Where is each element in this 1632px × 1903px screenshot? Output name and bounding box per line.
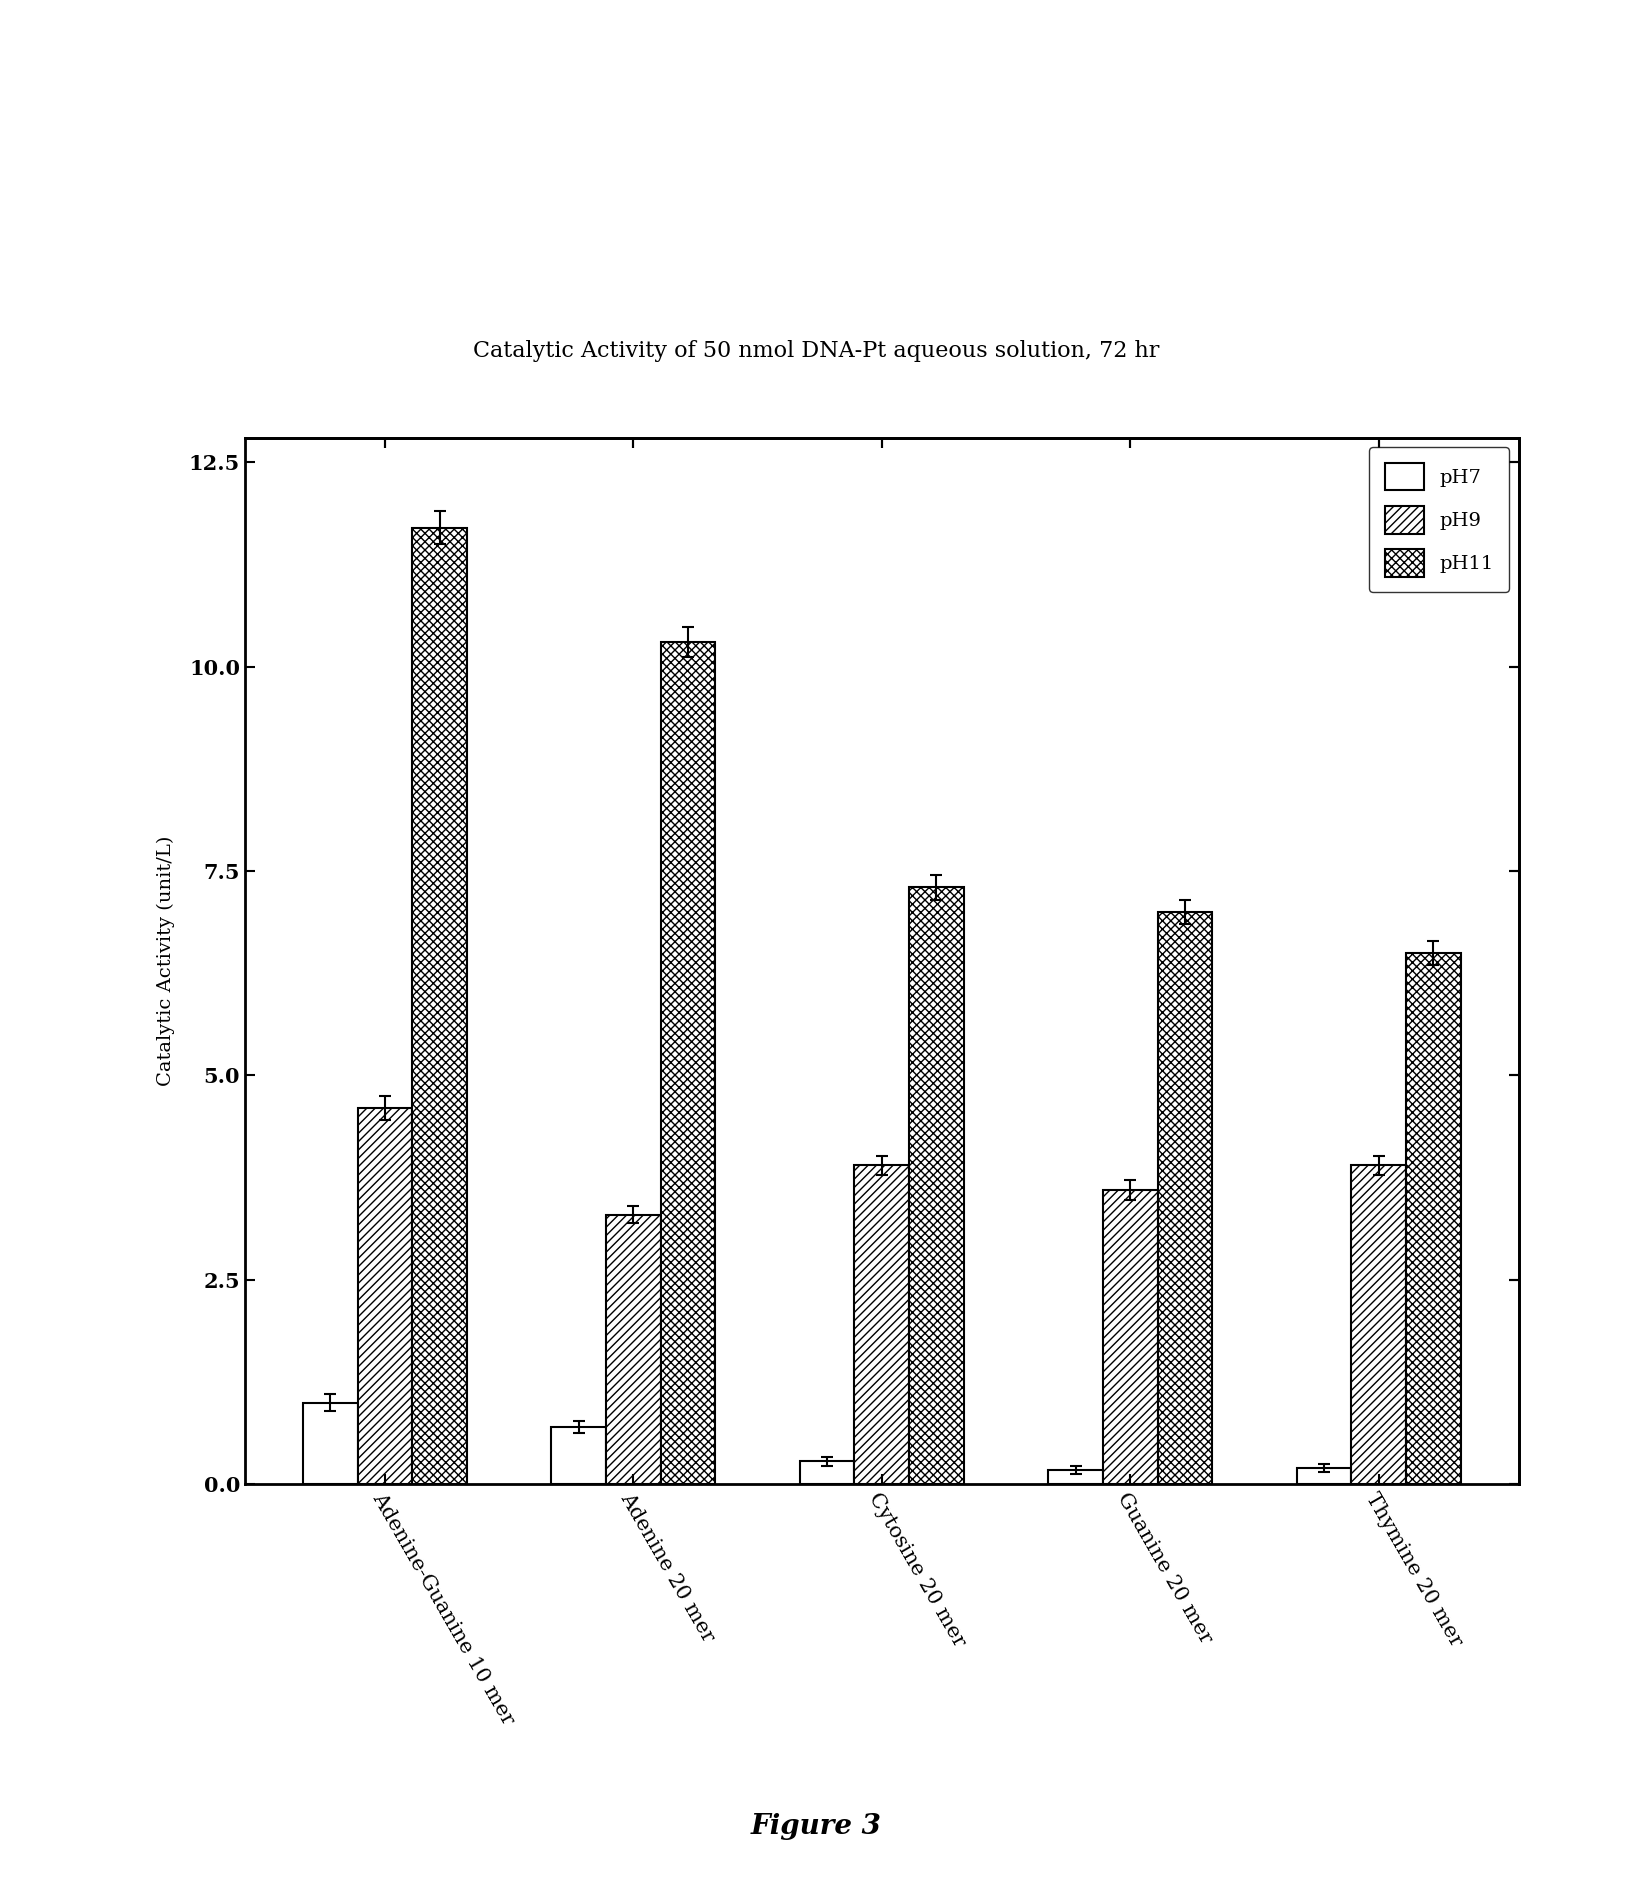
Bar xyxy=(1351,1165,1405,1484)
Bar xyxy=(800,1462,854,1484)
Bar xyxy=(1296,1467,1351,1484)
Bar xyxy=(411,527,467,1484)
Bar xyxy=(1102,1189,1157,1484)
Bar xyxy=(1405,953,1461,1484)
Bar xyxy=(552,1427,605,1484)
Bar xyxy=(605,1214,661,1484)
Bar xyxy=(302,1403,357,1484)
Bar xyxy=(1157,912,1211,1484)
Text: Figure 3: Figure 3 xyxy=(751,1814,881,1840)
Y-axis label: Catalytic Activity (unit/L): Catalytic Activity (unit/L) xyxy=(157,835,175,1087)
Bar xyxy=(357,1108,411,1484)
Bar xyxy=(661,641,715,1484)
Bar xyxy=(909,887,963,1484)
Bar xyxy=(854,1165,909,1484)
Legend: pH7, pH9, pH11: pH7, pH9, pH11 xyxy=(1368,447,1508,592)
Bar xyxy=(1048,1469,1102,1484)
Text: Catalytic Activity of 50 nmol DNA-Pt aqueous solution, 72 hr: Catalytic Activity of 50 nmol DNA-Pt aqu… xyxy=(473,339,1159,362)
